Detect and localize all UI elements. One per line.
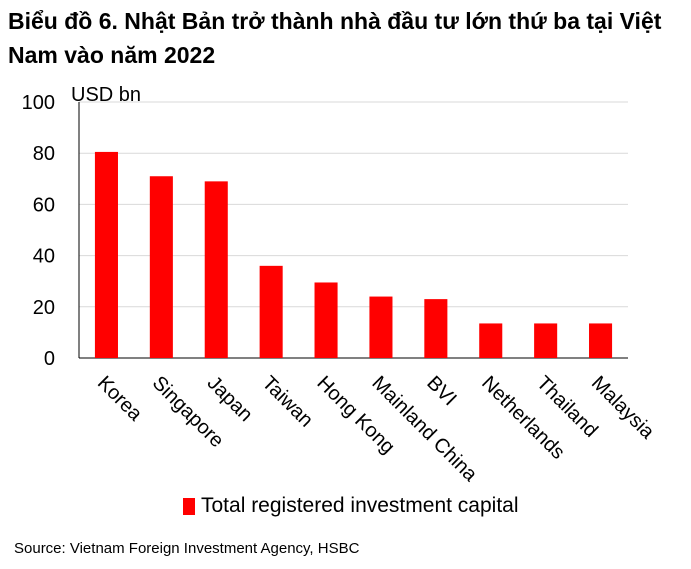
legend-swatch: [183, 497, 195, 515]
y-tick-label: 80: [33, 143, 55, 165]
bars: [94, 151, 613, 358]
bar: [259, 265, 283, 358]
bar: [314, 282, 338, 358]
legend-label: Total registered investment capital: [201, 494, 519, 517]
bar: [534, 323, 558, 358]
bar: [424, 299, 448, 358]
y-tick-label: 100: [22, 92, 55, 114]
x-category-label: BVI: [422, 372, 460, 410]
bar: [94, 151, 118, 358]
x-category-label: Malaysia: [587, 372, 659, 444]
chart-title: Biểu đồ 6. Nhật Bản trở thành nhà đầu tư…: [8, 8, 662, 68]
x-category-label: Korea: [93, 372, 147, 426]
bar: [479, 323, 503, 358]
y-tick-label: 60: [33, 194, 55, 216]
x-category-label: Japan: [203, 372, 257, 426]
y-tick-label: 40: [33, 246, 55, 268]
bar: [149, 176, 173, 358]
legend: Total registered investment capital: [183, 492, 519, 520]
y-axis-unit-label: USD bn: [71, 84, 141, 106]
bar: [204, 181, 228, 358]
y-tick-label: 0: [44, 348, 55, 370]
bar: [369, 296, 393, 358]
y-tick-label: 20: [33, 297, 55, 319]
source-note: Source: Vietnam Foreign Investment Agenc…: [14, 540, 360, 557]
bar: [589, 323, 613, 358]
x-category-label: Taiwan: [258, 372, 318, 432]
